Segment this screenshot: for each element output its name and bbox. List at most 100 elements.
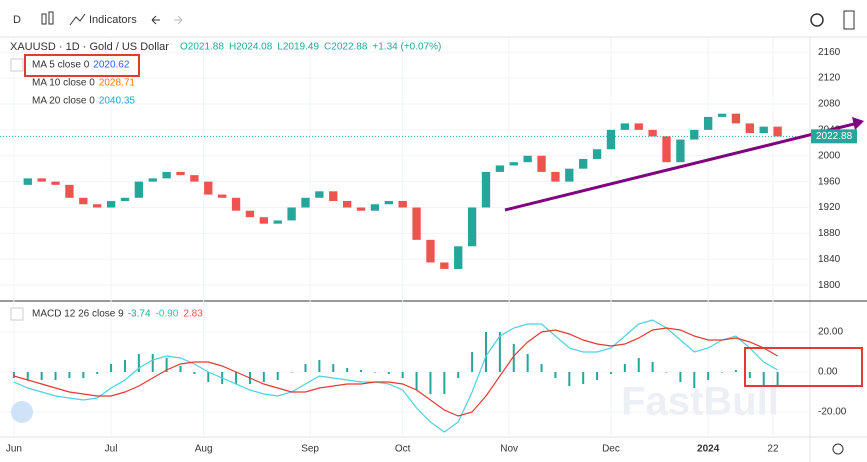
macd-histogram-bar — [346, 368, 349, 372]
candle — [79, 197, 88, 205]
highlight-box — [24, 54, 140, 77]
candle — [65, 184, 74, 198]
ma-value: 2040.35 — [99, 96, 136, 107]
undo[interactable] — [151, 15, 160, 25]
macd-histogram-bar — [596, 372, 599, 380]
candle — [634, 123, 643, 130]
candle — [329, 191, 338, 202]
candle — [384, 201, 393, 205]
x-tick-label: Oct — [395, 444, 411, 455]
macd-histogram-bar — [776, 372, 779, 386]
candle — [162, 171, 171, 179]
cloud-icon[interactable] — [11, 401, 33, 423]
macd-histogram-bar — [762, 372, 765, 386]
redo[interactable] — [174, 15, 183, 25]
macd-histogram-bar — [734, 370, 737, 372]
candle — [273, 220, 282, 224]
candle — [190, 175, 199, 182]
candle — [537, 155, 546, 172]
candle — [704, 116, 713, 130]
macd-histogram-bar — [96, 372, 99, 374]
macd-histogram-bar — [110, 364, 113, 372]
collapse-toggle[interactable] — [10, 307, 24, 321]
macd-legend: MACD 12 26 close 9 -3.74 -0.90 2.83 — [32, 309, 203, 320]
indicators-button[interactable]: Indicators — [89, 14, 137, 26]
candle — [509, 162, 518, 166]
interval-button[interactable]: D — [13, 14, 21, 26]
macd-histogram-bar — [207, 372, 210, 382]
macd-histogram-bar — [623, 364, 626, 372]
macd-histogram-bar — [457, 372, 460, 378]
x-tick-label: Jul — [105, 444, 118, 455]
candle — [426, 239, 435, 263]
ohlc-value: L2019.49 — [277, 42, 319, 53]
macd-histogram-bar — [748, 372, 751, 378]
candle — [218, 194, 227, 198]
candle — [23, 178, 32, 185]
fullscreen[interactable] — [843, 10, 855, 30]
plot — [0, 113, 810, 433]
candles-icon[interactable] — [41, 11, 54, 25]
candle — [51, 181, 60, 185]
macd-histogram-bar — [235, 372, 238, 384]
macd-histogram-bar — [165, 358, 168, 372]
macd-histogram-bar — [721, 372, 724, 373]
macd-histogram-bar — [401, 372, 404, 378]
candle — [565, 168, 574, 182]
candle — [342, 201, 352, 208]
highlight-box — [744, 347, 863, 387]
axis-settings[interactable] — [832, 443, 844, 455]
macd-histogram-bar — [68, 372, 71, 378]
indicators-icon[interactable] — [69, 13, 86, 26]
grid — [0, 38, 810, 437]
y-tick-label: -20.00 — [818, 407, 847, 418]
ohlc-value: H2024.08 — [229, 42, 273, 53]
candle — [356, 207, 366, 211]
macd-histogram-bar — [429, 372, 432, 394]
macd-name: MACD 12 26 close 9 — [32, 309, 124, 320]
macd-histogram-bar — [387, 372, 390, 374]
candle — [148, 178, 157, 182]
macd-reading: -0.90 — [156, 309, 179, 320]
candle — [134, 181, 144, 198]
macd-histogram-bar — [137, 354, 140, 372]
macd-histogram-bar — [471, 352, 474, 372]
macd-histogram-bar — [12, 372, 15, 378]
macd-histogram-bar — [262, 372, 265, 382]
macd-histogram-bar — [707, 372, 710, 380]
x-tick-label: 2024 — [697, 444, 720, 455]
settings[interactable] — [810, 13, 824, 27]
candle — [204, 181, 213, 195]
trend-arrow — [852, 117, 864, 130]
macd-histogram-bar — [568, 372, 571, 386]
candle — [579, 158, 588, 169]
macd-histogram-bar — [554, 372, 557, 378]
x-tick-label: Aug — [195, 444, 213, 455]
y-tick-label: 1960 — [818, 176, 841, 187]
macd-histogram-bar — [40, 372, 43, 380]
y-tick-label: 2120 — [818, 73, 841, 84]
macd-line — [13, 327, 778, 417]
candle — [481, 171, 491, 208]
candle — [662, 136, 671, 163]
x-tick-label: Sep — [301, 444, 319, 455]
ohlc-value: O2021.88 — [180, 42, 224, 53]
macd-histogram-bar — [415, 372, 418, 390]
macd-histogram-bar — [276, 372, 279, 380]
candle — [717, 113, 727, 117]
x-tick-label: 22 — [767, 444, 779, 455]
candle — [398, 201, 407, 208]
trend-line — [504, 121, 859, 212]
collapse-toggle[interactable] — [10, 58, 24, 72]
candle — [287, 207, 296, 221]
ohlc-value: +1.34 (+0.07%) — [372, 42, 441, 53]
macd-histogram-bar — [679, 372, 682, 382]
y-tick-label: 2160 — [818, 47, 841, 58]
candle — [606, 129, 616, 150]
macd-histogram-bar — [637, 358, 640, 372]
y-tick-label: 1920 — [818, 202, 841, 213]
y-tick-label: 0.00 — [818, 367, 838, 378]
candle — [467, 207, 477, 247]
macd-histogram-bar — [609, 372, 612, 374]
candle — [412, 207, 421, 240]
